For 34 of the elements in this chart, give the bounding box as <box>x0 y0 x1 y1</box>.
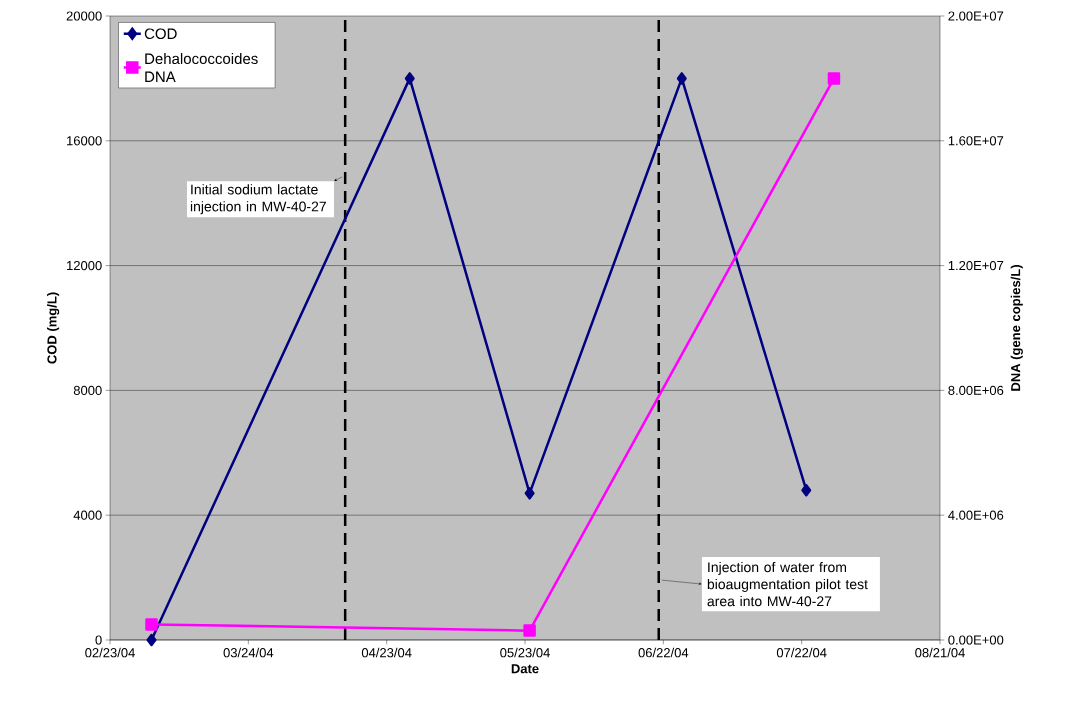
point <box>145 618 158 631</box>
x-tick-label: 08/21/04 <box>915 647 965 658</box>
x-tick-label: 03/24/04 <box>223 647 274 658</box>
x-tick-label: 07/22/04 <box>776 647 827 658</box>
y-tick-label: 12000 <box>67 260 102 271</box>
y2-tick-label: 8.00E+06 <box>948 385 1004 395</box>
y2-tick-label: 4.00E+06 <box>948 510 1004 520</box>
legend-label: Dehalococcoides DNA <box>145 53 258 82</box>
y-tick-label: 20000 <box>66 11 102 21</box>
y-tick-label: 0 <box>95 635 102 645</box>
x-tick-label: 04/23/04 <box>361 647 412 658</box>
point <box>827 72 841 85</box>
ref-line-label: Injection of water from bioaugmentation pilot test area into MW-40-27 <box>707 561 868 607</box>
y-tick-label: 4000 <box>73 510 102 520</box>
point <box>524 487 535 500</box>
x-tick-label: 05/23/04 <box>500 647 550 658</box>
point <box>404 72 415 85</box>
y-tick-label: 8000 <box>73 385 102 395</box>
point <box>676 72 687 85</box>
y-axis-title: COD (mg/L) <box>47 292 60 364</box>
x-tick-label: 02/23/04 <box>85 647 135 658</box>
y2-tick-label: 0.00E+00 <box>948 635 1004 645</box>
x-tick-label: 06/22/04 <box>638 647 689 658</box>
y2-tick-label: 1.60E+07 <box>948 136 1004 146</box>
ref-line-label: Initial sodium lactate injection in MW-40-27 <box>190 184 326 215</box>
x-axis-title: Date <box>511 664 539 674</box>
y2-tick-label: 1.20E+07 <box>948 260 1004 271</box>
point <box>146 633 157 647</box>
point <box>801 483 812 497</box>
y2-tick-label: 2.00E+07 <box>948 11 1004 21</box>
y-tick-label: 16000 <box>67 136 102 146</box>
point <box>523 624 536 637</box>
y2-axis-title: DNA (gene copies/L) <box>1010 265 1023 391</box>
legend-label: COD <box>144 28 177 40</box>
